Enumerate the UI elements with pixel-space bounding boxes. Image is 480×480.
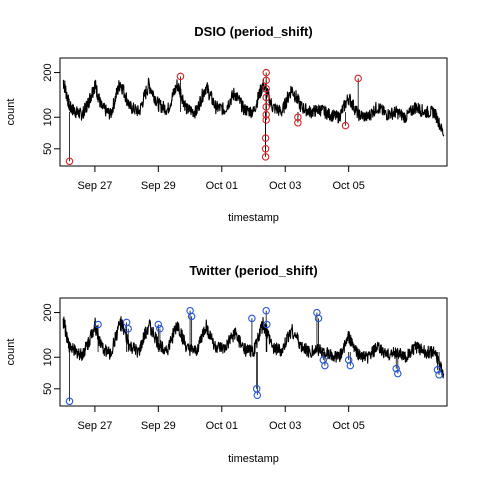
x-tick-label: Sep 29 [141, 180, 176, 192]
anomaly-point [262, 103, 270, 111]
x-tick-label: Sep 27 [77, 180, 112, 192]
anomaly-point [262, 76, 270, 85]
x-tick-label: Oct 03 [269, 180, 301, 192]
y-tick-label: 100 [42, 348, 54, 366]
x-tick-label: Oct 05 [332, 420, 364, 432]
anomaly-point [65, 397, 74, 406]
series-line [62, 77, 445, 137]
anomaly-point [248, 314, 256, 323]
y-axis-label: count [5, 99, 17, 126]
x-tick-label: Oct 01 [206, 180, 238, 192]
y-tick-label: 200 [42, 303, 54, 321]
anomaly-point [176, 72, 185, 81]
anomaly-point [263, 320, 271, 329]
chart-title: Twitter (period_shift) [189, 263, 317, 278]
anomaly-point [262, 116, 270, 124]
anomaly-point [392, 364, 400, 373]
anomaly-point [262, 110, 270, 119]
anomaly-point [94, 320, 102, 329]
anomaly-point [321, 361, 329, 370]
anomaly-point [294, 113, 302, 121]
chart-panel-dsio: DSIO (period_shift) 50 100 200 Sep 27 Sep 29 O… [5, 24, 448, 224]
anomaly-point [261, 134, 270, 142]
anomaly-point [435, 371, 443, 379]
x-axis-label: timestamp [228, 212, 279, 224]
y-tick-label: 100 [42, 108, 54, 126]
plot-frame [59, 297, 448, 407]
chart-title: DSIO (period_shift) [194, 24, 312, 39]
anomaly-point [394, 369, 402, 378]
anomaly-point [262, 93, 270, 102]
anomaly-point [253, 391, 262, 399]
y-tick-label: 50 [42, 143, 54, 155]
anomaly-point [187, 312, 196, 321]
x-axis-label: timestamp [228, 453, 279, 465]
anomaly-point [294, 119, 302, 127]
chart-panel-twitter: Twitter (period_shift) 50 100 200 Sep 27 Sep … [5, 263, 448, 465]
y-tick-label: 50 [42, 383, 54, 395]
series-line [62, 316, 445, 379]
anomaly-point [262, 68, 270, 77]
anomaly-point [261, 153, 270, 161]
anomaly-point [341, 121, 350, 130]
anomaly-point [65, 157, 74, 166]
anomaly-point [354, 74, 362, 83]
anomaly-point [262, 306, 270, 315]
plot-frame [59, 57, 448, 167]
anomaly-point [261, 145, 270, 153]
anomaly-point [154, 320, 163, 329]
anomaly-point [346, 361, 355, 370]
anomaly-point [433, 366, 442, 374]
anomaly-point [124, 324, 132, 333]
anomaly-point [314, 314, 323, 323]
y-axis-label: count [5, 339, 17, 366]
anomaly-point [156, 324, 164, 333]
y-tick-label: 200 [42, 63, 54, 81]
anomaly-point [262, 84, 270, 93]
x-tick-label: Oct 05 [332, 180, 364, 192]
x-tick-label: Oct 03 [269, 420, 301, 432]
x-tick-label: Oct 01 [206, 420, 238, 432]
x-tick-label: Sep 27 [77, 420, 112, 432]
x-tick-label: Sep 29 [141, 420, 176, 432]
